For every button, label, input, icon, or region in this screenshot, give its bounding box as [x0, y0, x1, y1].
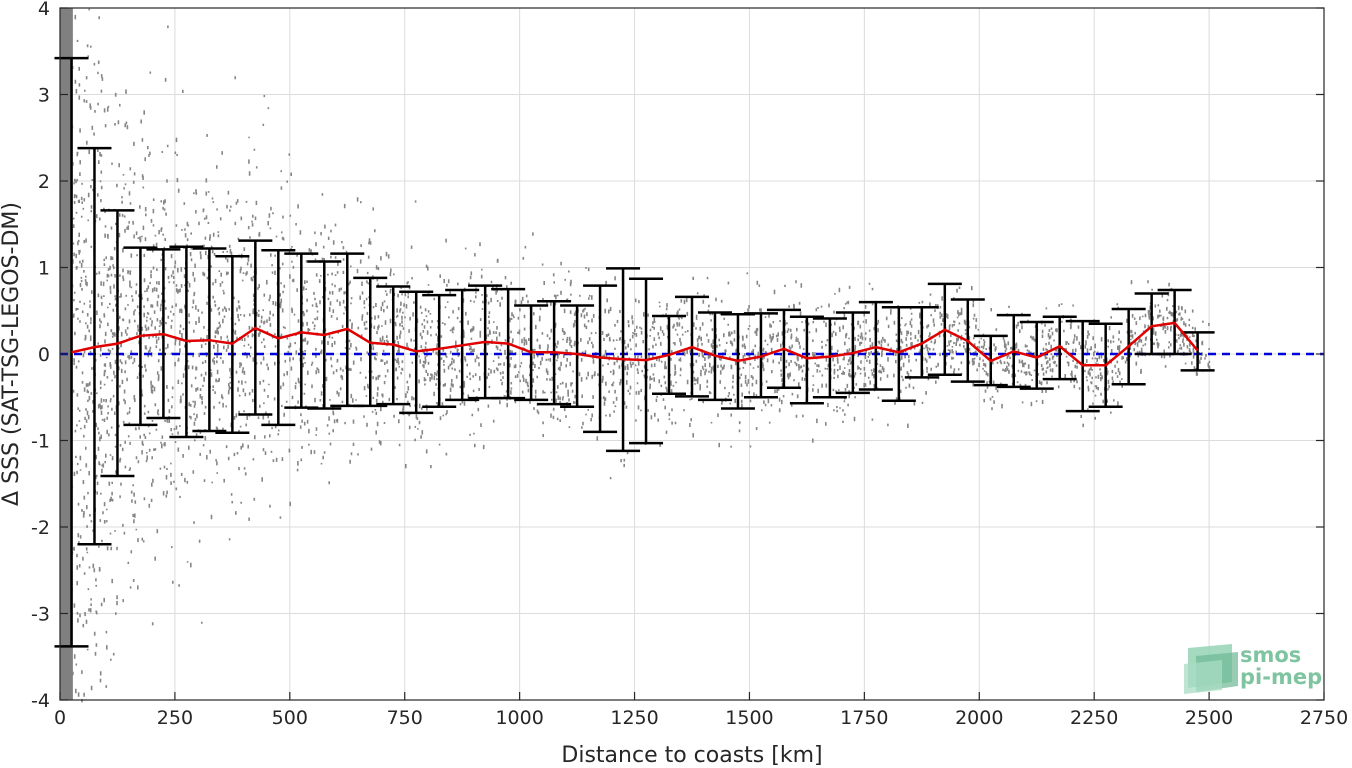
- error-bar: [812, 317, 847, 399]
- error-bar: [1019, 320, 1054, 390]
- logo-emblem-icon: [1184, 644, 1238, 694]
- mean-line: [71, 321, 1199, 367]
- y-tick-label: 0: [38, 344, 50, 366]
- y-axis-ticks: -4 -3 -2 -1 0 1 2 3 4: [31, 0, 1324, 712]
- error-bar: [1180, 331, 1215, 372]
- error-bar: [583, 284, 618, 434]
- y-tick-label: -3: [31, 604, 50, 626]
- x-tick-label: 1000: [495, 707, 543, 729]
- y-tick-label: -2: [31, 517, 50, 539]
- error-bar: [1042, 315, 1077, 381]
- x-tick-label: 2500: [1185, 707, 1233, 729]
- logo-text-line1: smos: [1240, 643, 1301, 667]
- mean-polyline: [71, 321, 1199, 367]
- x-tick-label: 0: [54, 707, 66, 729]
- logo-text-line2: pi-mep: [1240, 665, 1322, 689]
- y-tick-label: -1: [31, 431, 50, 453]
- x-tick-label: 750: [387, 707, 423, 729]
- y-tick-label: 3: [38, 85, 50, 107]
- x-axis-title: Distance to coasts [km]: [561, 743, 822, 768]
- error-bar: [789, 315, 824, 405]
- y-tick-label: 4: [38, 0, 50, 20]
- x-tick-label: 2750: [1300, 707, 1348, 729]
- error-bar: [560, 304, 595, 409]
- x-tick-label: 250: [157, 707, 193, 729]
- y-axis-title: Δ SSS (SAT-TSG-LEGOS-DM): [0, 202, 24, 506]
- x-tick-label: 1250: [610, 707, 658, 729]
- y-tick-label: 1: [38, 258, 50, 280]
- x-axis-ticks: 0 250 500 750 1000 1250 1500 1750 2000 2250 2500 27…: [54, 692, 1348, 729]
- error-bar: [422, 293, 457, 409]
- y-tick-label: -4: [31, 690, 50, 712]
- x-tick-label: 2250: [1070, 707, 1118, 729]
- error-bar: [858, 300, 893, 391]
- scatter-cloud: [60, 8, 1211, 703]
- x-tick-label: 500: [272, 707, 308, 729]
- x-tick-label: 2000: [955, 707, 1003, 729]
- x-tick-label: 1500: [725, 707, 773, 729]
- smos-pimep-logo: smos pi-mep: [1184, 643, 1322, 694]
- y-tick-label: 2: [38, 171, 50, 193]
- x-tick-label: 1750: [840, 707, 888, 729]
